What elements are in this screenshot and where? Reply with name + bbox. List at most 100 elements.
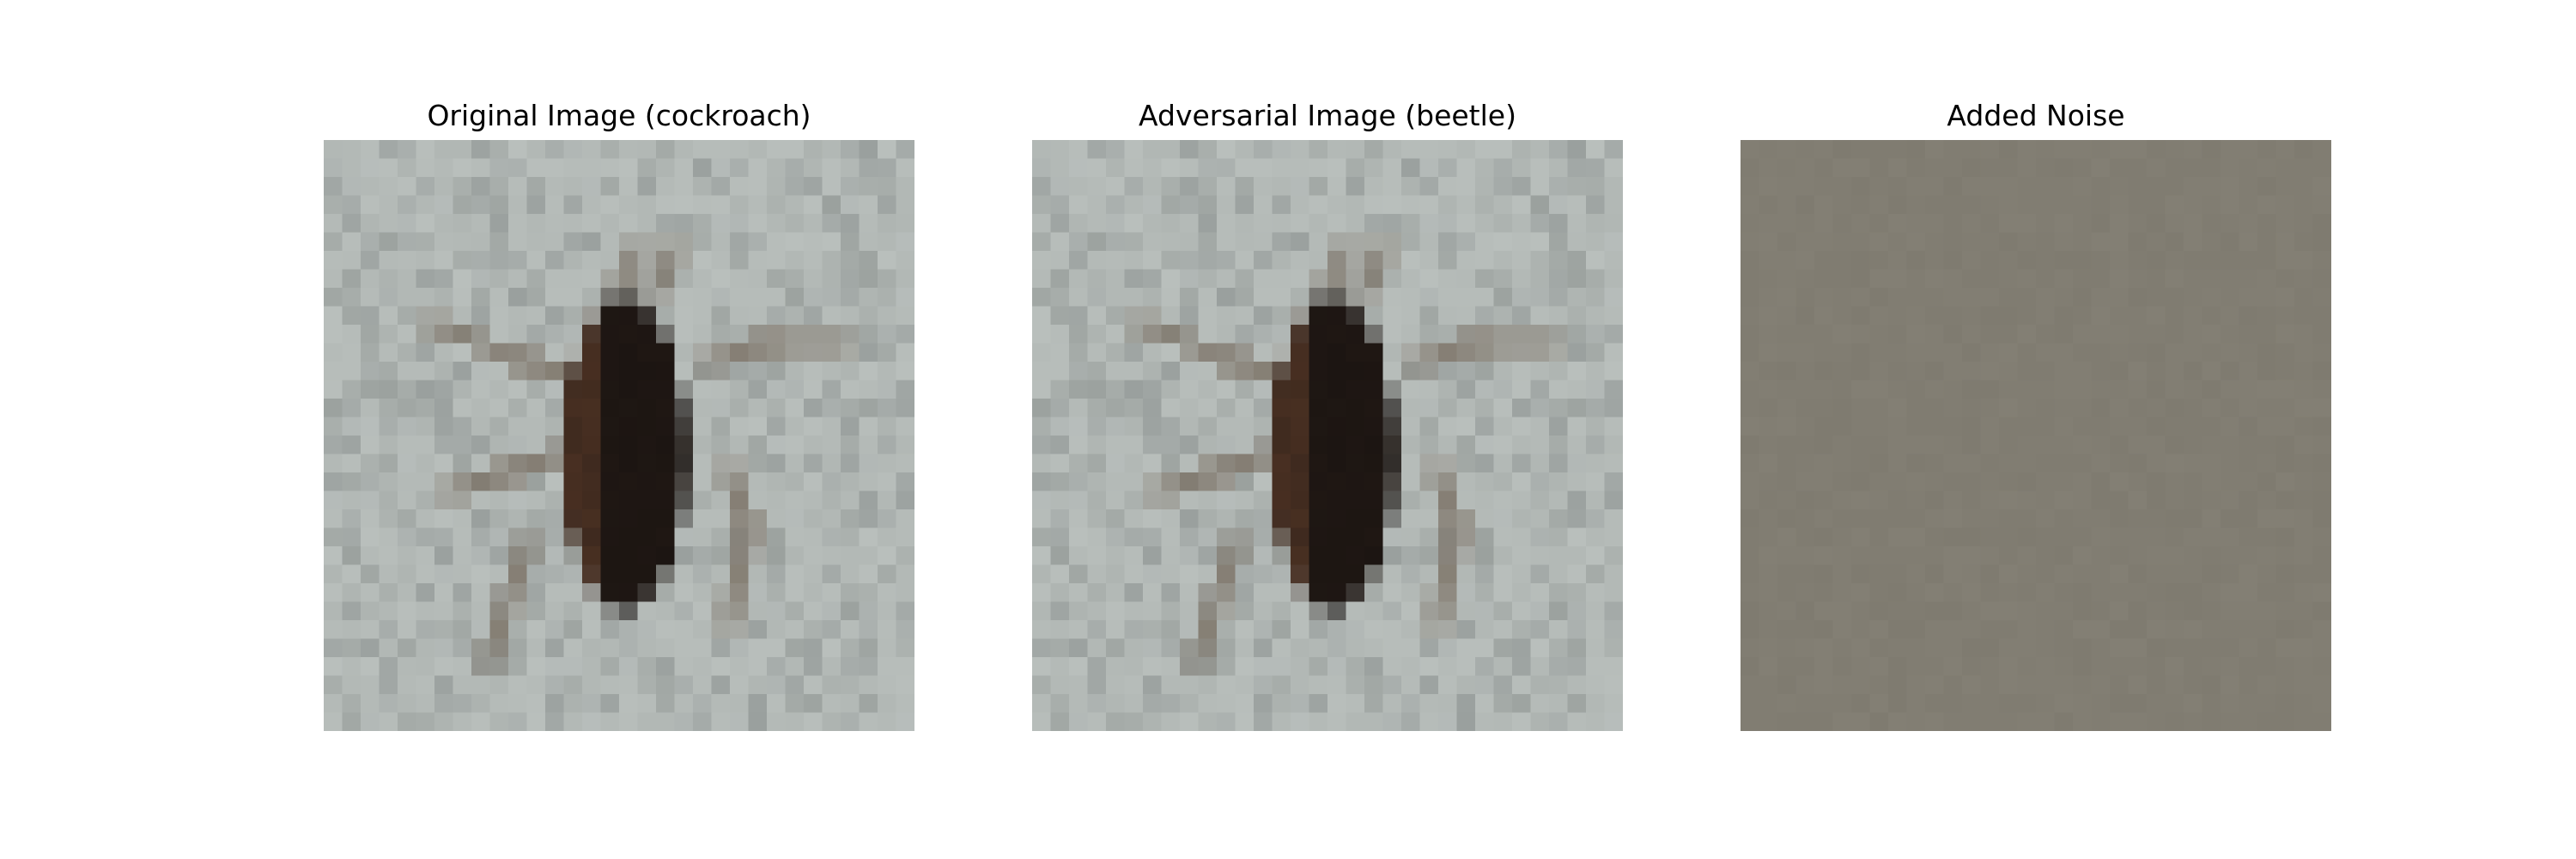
noise-pixel xyxy=(2110,195,2129,215)
image-pixel xyxy=(324,675,343,695)
image-pixel xyxy=(1530,251,1550,270)
noise-pixel xyxy=(1869,472,1889,491)
noise-pixel xyxy=(1832,417,1852,436)
noise-pixel xyxy=(2312,694,2331,713)
noise-pixel xyxy=(1741,158,1759,178)
image-pixel xyxy=(342,214,361,233)
noise-pixel xyxy=(1925,601,1944,621)
image-pixel xyxy=(1235,232,1255,252)
image-pixel xyxy=(841,343,860,362)
image-pixel xyxy=(674,490,694,510)
image-pixel xyxy=(1217,694,1236,713)
image-pixel xyxy=(785,454,805,473)
image-pixel xyxy=(822,712,841,731)
image-pixel xyxy=(1604,694,1623,713)
image-pixel xyxy=(526,380,546,399)
image-pixel xyxy=(582,564,601,584)
noise-pixel xyxy=(2054,325,2074,344)
image-pixel xyxy=(1087,158,1107,178)
image-pixel xyxy=(693,601,712,621)
image-pixel xyxy=(489,638,509,658)
image-pixel xyxy=(1419,712,1439,731)
image-pixel xyxy=(453,712,472,731)
image-pixel xyxy=(545,399,564,417)
image-pixel xyxy=(1549,638,1568,658)
image-pixel xyxy=(563,601,583,621)
image-pixel xyxy=(1586,380,1605,399)
noise-pixel xyxy=(2036,620,2055,639)
image-pixel xyxy=(841,288,860,307)
noise-pixel xyxy=(2017,546,2037,565)
image-pixel xyxy=(1143,583,1162,602)
noise-pixel xyxy=(2202,399,2221,417)
image-pixel xyxy=(1567,694,1587,713)
noise-pixel xyxy=(1777,362,1796,381)
image-pixel xyxy=(489,417,509,436)
image-pixel xyxy=(693,638,712,658)
image-pixel xyxy=(619,675,638,695)
noise-pixel xyxy=(2275,232,2295,252)
image-pixel xyxy=(1530,269,1550,289)
noise-pixel xyxy=(1832,140,1852,159)
noise-pixel xyxy=(2221,546,2239,565)
noise-pixel xyxy=(2017,195,2037,215)
image-pixel xyxy=(841,546,860,565)
image-pixel xyxy=(748,638,768,658)
image-pixel xyxy=(1586,564,1605,584)
image-pixel xyxy=(748,546,768,565)
image-pixel xyxy=(1327,694,1346,713)
image-pixel xyxy=(1235,638,1255,658)
image-pixel xyxy=(1475,232,1494,252)
noise-pixel xyxy=(2239,490,2258,510)
image-pixel xyxy=(1198,158,1218,178)
image-pixel xyxy=(1309,527,1328,547)
image-pixel xyxy=(785,232,805,252)
image-pixel xyxy=(1586,546,1605,565)
image-pixel xyxy=(471,601,490,621)
image-pixel xyxy=(1291,490,1309,510)
image-pixel xyxy=(1401,472,1420,491)
noise-pixel xyxy=(2147,490,2166,510)
image-pixel xyxy=(1180,362,1199,381)
image-pixel xyxy=(1586,306,1605,326)
noise-pixel xyxy=(2091,251,2111,270)
image-pixel xyxy=(1456,601,1476,621)
noise-pixel xyxy=(2294,527,2313,547)
image-pixel xyxy=(361,712,380,731)
image-pixel xyxy=(1291,417,1309,436)
image-pixel xyxy=(1364,583,1383,602)
image-pixel xyxy=(1087,251,1107,270)
image-pixel xyxy=(1198,657,1218,676)
noise-pixel xyxy=(1888,232,1907,252)
noise-pixel xyxy=(1759,306,1778,326)
noise-pixel xyxy=(2054,195,2074,215)
image-pixel xyxy=(656,527,675,547)
image-pixel xyxy=(693,527,712,547)
noise-pixel xyxy=(2275,269,2295,289)
cockroach-photo xyxy=(324,140,914,731)
image-pixel xyxy=(489,269,509,289)
image-pixel xyxy=(379,214,398,233)
image-pixel xyxy=(453,509,472,528)
image-pixel xyxy=(896,362,914,381)
image-pixel xyxy=(878,158,896,178)
image-pixel xyxy=(1254,177,1273,196)
image-pixel xyxy=(1032,436,1051,454)
image-pixel xyxy=(342,564,361,584)
image-pixel xyxy=(398,362,416,381)
image-pixel xyxy=(822,583,841,602)
image-pixel xyxy=(545,509,564,528)
noise-pixel xyxy=(1832,177,1852,196)
image-pixel xyxy=(1087,140,1107,159)
noise-pixel xyxy=(2184,712,2202,731)
image-pixel xyxy=(878,620,896,639)
noise-pixel xyxy=(2091,675,2111,695)
image-pixel xyxy=(1087,509,1107,528)
noise-pixel xyxy=(2239,472,2258,491)
image-pixel xyxy=(1382,325,1402,344)
image-pixel xyxy=(1124,601,1144,621)
noise-pixel xyxy=(1777,712,1796,731)
noise-pixel xyxy=(1741,232,1759,252)
noise-pixel xyxy=(2294,140,2313,159)
noise-pixel xyxy=(2239,232,2258,252)
